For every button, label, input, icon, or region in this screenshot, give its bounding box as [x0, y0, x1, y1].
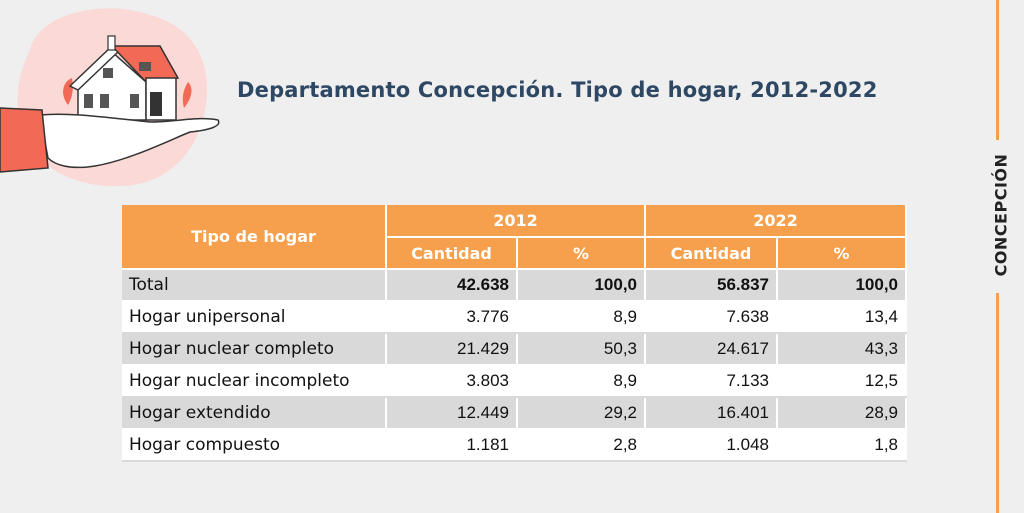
table-row-total: Total 42.638 100,0 56.837 100,0	[122, 269, 907, 302]
household-type-table: Tipo de hogar 2012 2022 Cantidad % Canti…	[122, 205, 907, 462]
table-row: Hogar nuclear completo 21.429 50,3 24.61…	[122, 333, 907, 366]
table-row: Hogar nuclear incompleto 3.803 8,9 7.133…	[122, 365, 907, 398]
percent-2012: 50,3	[517, 333, 646, 366]
count-2022: 16.401	[645, 397, 778, 430]
side-accent-line-top	[996, 0, 999, 140]
count-2022: 1.048	[645, 429, 778, 462]
table-row: Hogar extendido 12.449 29,2 16.401 28,9	[122, 397, 907, 430]
percent-2022: 12,5	[777, 365, 907, 398]
percent-2012: 8,9	[517, 365, 646, 398]
percent-2012: 8,9	[517, 301, 646, 334]
count-2012: 3.803	[386, 365, 518, 398]
table-row: Hogar compuesto 1.181 2,8 1.048 1,8	[122, 429, 907, 462]
percent-2012: 29,2	[517, 397, 646, 430]
header-year-2012: 2012	[386, 205, 646, 238]
percent-2022: 1,8	[777, 429, 907, 462]
subheader-count-2012: Cantidad	[386, 237, 518, 270]
percent-2022: 100,0	[777, 269, 907, 302]
count-2012: 3.776	[386, 301, 518, 334]
side-section-label: CONCEPCIÓN	[986, 130, 1016, 300]
row-label: Hogar compuesto	[122, 429, 387, 462]
row-label: Total	[122, 269, 387, 302]
count-2012: 1.181	[386, 429, 518, 462]
percent-2022: 43,3	[777, 333, 907, 366]
subheader-count-2022: Cantidad	[645, 237, 778, 270]
side-section-label-text: CONCEPCIÓN	[991, 153, 1011, 277]
percent-2022: 13,4	[777, 301, 907, 334]
page-title: Departamento Concepción. Tipo de hogar, …	[237, 78, 878, 102]
row-label: Hogar extendido	[122, 397, 387, 430]
percent-2012: 2,8	[517, 429, 646, 462]
percent-2012: 100,0	[517, 269, 646, 302]
count-2012: 12.449	[386, 397, 518, 430]
header-household-type: Tipo de hogar	[122, 205, 387, 270]
percent-2022: 28,9	[777, 397, 907, 430]
row-label: Hogar nuclear incompleto	[122, 365, 387, 398]
count-2012: 21.429	[386, 333, 518, 366]
header-year-2022: 2022	[645, 205, 907, 238]
row-label: Hogar unipersonal	[122, 301, 387, 334]
subheader-percent-2012: %	[517, 237, 646, 270]
table-row: Hogar unipersonal 3.776 8,9 7.638 13,4	[122, 301, 907, 334]
count-2022: 24.617	[645, 333, 778, 366]
row-label: Hogar nuclear completo	[122, 333, 387, 366]
house-in-hand-illustration	[0, 8, 220, 187]
count-2022: 7.638	[645, 301, 778, 334]
subheader-percent-2022: %	[777, 237, 907, 270]
count-2012: 42.638	[386, 269, 518, 302]
side-accent-line-bottom	[996, 293, 999, 513]
count-2022: 56.837	[645, 269, 778, 302]
count-2022: 7.133	[645, 365, 778, 398]
